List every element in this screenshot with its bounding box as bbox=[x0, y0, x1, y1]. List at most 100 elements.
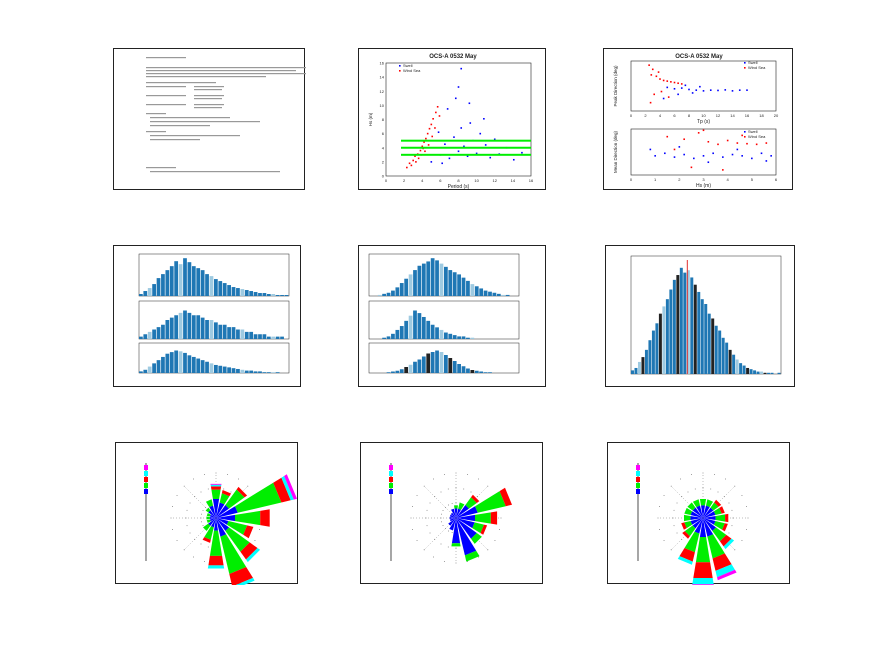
data-point bbox=[454, 97, 457, 100]
histogram-bar bbox=[218, 324, 223, 339]
histogram-bar bbox=[231, 287, 236, 296]
grid-dot bbox=[441, 521, 442, 523]
grid-dot bbox=[201, 521, 202, 523]
grid-dot bbox=[186, 509, 188, 511]
rose-segment bbox=[464, 550, 480, 562]
grid-dot bbox=[203, 561, 205, 562]
rose-1 bbox=[144, 463, 297, 585]
data-point bbox=[493, 138, 496, 141]
rose-segment bbox=[240, 542, 258, 560]
data-point bbox=[435, 111, 437, 114]
rose-segment bbox=[210, 486, 222, 490]
histogram-bar bbox=[439, 352, 444, 373]
grid-dot bbox=[673, 509, 675, 511]
grid-dot bbox=[746, 529, 747, 531]
grid-dot bbox=[176, 540, 178, 541]
x-axis-label: Tp (s) bbox=[697, 119, 710, 125]
grid-dot bbox=[710, 488, 712, 490]
histogram-bar bbox=[426, 353, 431, 373]
histogram-bar bbox=[156, 360, 161, 373]
histogram-bar bbox=[430, 352, 435, 373]
histogram-bar bbox=[457, 336, 461, 339]
histogram-bar bbox=[222, 324, 227, 339]
histogram-bar bbox=[408, 274, 413, 296]
grid-dot bbox=[442, 510, 444, 511]
grid-dot bbox=[426, 509, 428, 511]
rose-segment bbox=[209, 517, 216, 519]
histogram-bar bbox=[139, 294, 143, 296]
x-tick-label: 0 bbox=[385, 178, 388, 183]
rose-segment bbox=[214, 518, 218, 531]
data-point bbox=[693, 157, 695, 160]
grid-dot bbox=[238, 478, 239, 480]
grid-dot bbox=[455, 562, 457, 564]
data-point bbox=[722, 169, 724, 171]
rose-segment bbox=[273, 477, 291, 503]
histogram-bar bbox=[470, 370, 475, 373]
histogram-bar bbox=[404, 320, 409, 339]
rose-segment bbox=[694, 518, 703, 534]
histogram-stack-1-panel bbox=[113, 245, 301, 387]
histogram-bar bbox=[435, 327, 439, 339]
data-point bbox=[651, 68, 654, 71]
data-point bbox=[649, 101, 652, 104]
rose-segment bbox=[205, 507, 211, 513]
histogram-bar bbox=[156, 327, 161, 339]
grid-dot bbox=[423, 485, 425, 487]
histogram-bar bbox=[690, 277, 694, 374]
rose-segment bbox=[703, 518, 716, 531]
histogram-bar bbox=[395, 329, 400, 339]
grid-dot bbox=[203, 474, 205, 475]
rose-segment bbox=[710, 502, 719, 511]
rose-segment bbox=[690, 516, 703, 520]
data-point bbox=[430, 123, 433, 126]
histogram-bar bbox=[253, 292, 258, 296]
data-point bbox=[690, 166, 693, 169]
data-point bbox=[441, 162, 443, 165]
data-point bbox=[460, 67, 463, 70]
document-text-line bbox=[146, 67, 306, 69]
histogram-bar bbox=[452, 272, 457, 296]
legend-swatch bbox=[636, 477, 640, 482]
rose-segment bbox=[235, 510, 261, 526]
data-point bbox=[707, 140, 710, 143]
data-point bbox=[654, 155, 656, 157]
data-point bbox=[437, 131, 440, 134]
legend-swatch bbox=[636, 465, 640, 470]
data-point bbox=[738, 89, 741, 91]
histogram-bar bbox=[191, 356, 196, 373]
rose-segment bbox=[220, 534, 247, 574]
document-text-line bbox=[146, 167, 176, 169]
x-tick-label: 6 bbox=[775, 177, 778, 182]
histogram-bar bbox=[178, 312, 183, 339]
histogram-bar bbox=[143, 334, 148, 339]
grid-dot bbox=[690, 474, 692, 475]
histogram-bar bbox=[742, 365, 746, 374]
rose-segment bbox=[246, 548, 261, 563]
histogram-bar bbox=[266, 372, 271, 373]
x-tick-label: 2 bbox=[678, 177, 681, 182]
grid-dot bbox=[247, 485, 249, 487]
data-point bbox=[746, 142, 748, 145]
y-tick-label: 6 bbox=[382, 131, 385, 136]
legend-swatch bbox=[144, 489, 148, 494]
data-point bbox=[428, 127, 431, 130]
histogram-bar bbox=[721, 337, 725, 374]
rose-segment bbox=[684, 531, 700, 553]
grid-dot bbox=[702, 472, 704, 474]
grid-dot bbox=[447, 488, 449, 490]
histogram-bar bbox=[174, 350, 179, 373]
histogram-bar bbox=[169, 317, 174, 339]
data-point bbox=[666, 80, 669, 82]
grid-dot bbox=[714, 474, 716, 475]
histogram-bar bbox=[676, 275, 680, 374]
histogram-bar bbox=[470, 284, 475, 296]
data-point bbox=[667, 96, 670, 98]
document-text-line bbox=[194, 95, 224, 97]
rose-segment bbox=[456, 514, 475, 522]
data-point bbox=[460, 127, 463, 129]
histogram-bar bbox=[439, 263, 444, 296]
histogram-bar bbox=[749, 369, 753, 374]
histogram-bar bbox=[704, 304, 708, 374]
histogram-bar bbox=[244, 370, 249, 373]
